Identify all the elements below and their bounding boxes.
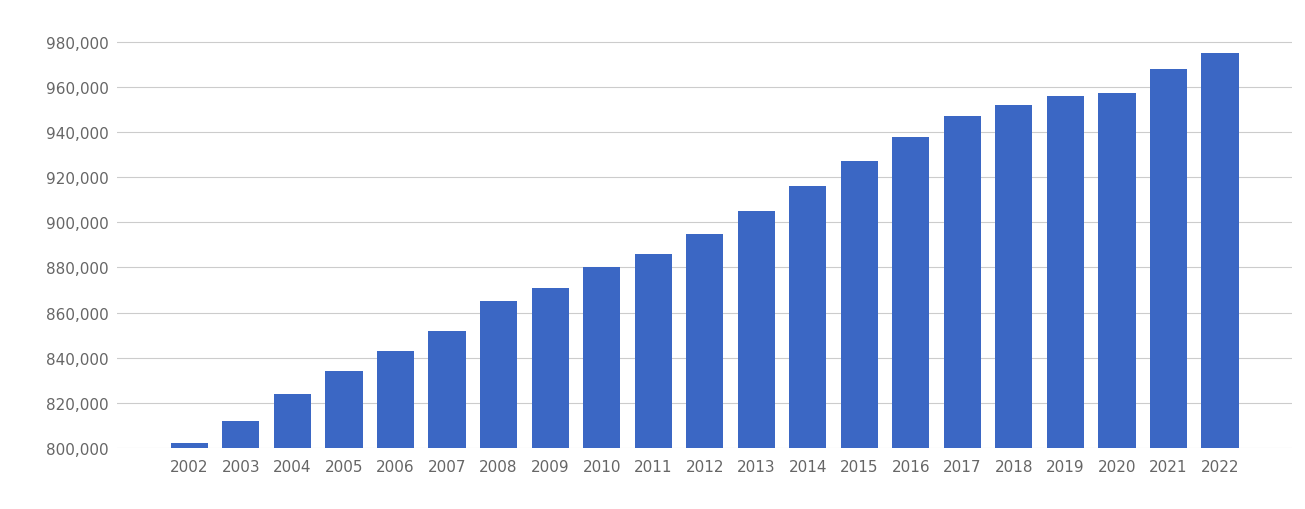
Bar [325,372,363,509]
Bar [893,137,929,509]
Bar [1150,70,1188,509]
Bar [1202,54,1238,509]
Bar [222,421,260,509]
Bar [1047,97,1084,509]
Bar [790,187,826,509]
Bar [634,254,672,509]
Bar [428,331,466,509]
Bar [840,162,878,509]
Bar [737,212,775,509]
Bar [274,394,311,509]
Bar [480,302,517,509]
Bar [171,443,207,509]
Bar [944,117,981,509]
Bar [996,106,1032,509]
Bar [583,268,620,509]
Bar [686,234,723,509]
Bar [1099,94,1135,509]
Bar [531,288,569,509]
Bar [377,351,414,509]
